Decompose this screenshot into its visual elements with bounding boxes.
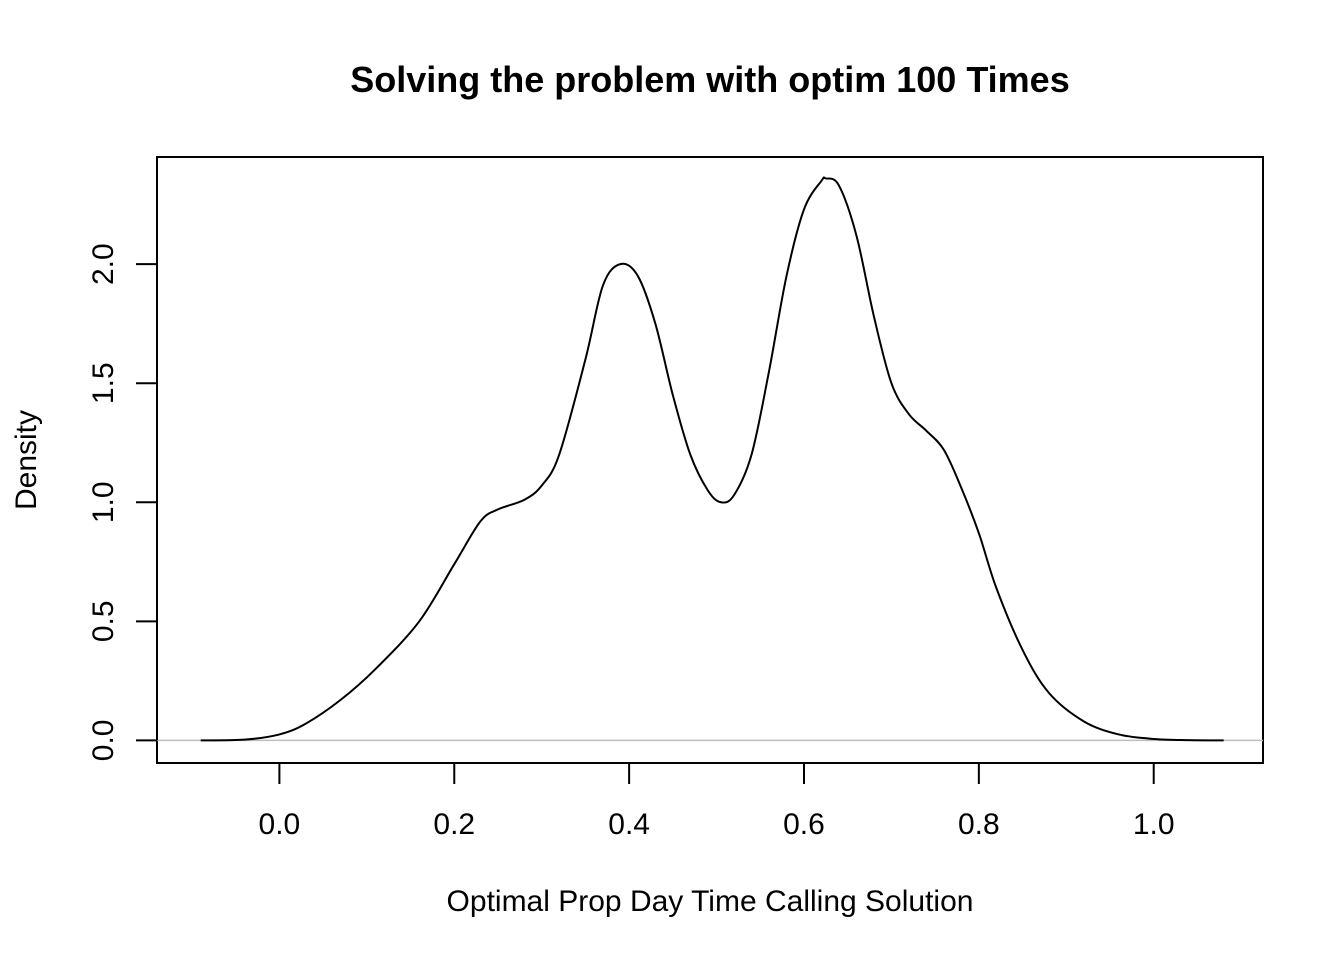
y-tick-label: 0.0: [87, 720, 120, 762]
x-axis-label: Optimal Prop Day Time Calling Solution: [447, 885, 974, 918]
x-tick-label: 0.0: [259, 808, 301, 841]
y-tick-label: 1.0: [87, 481, 120, 523]
x-tick-label: 1.0: [1133, 808, 1175, 841]
x-tick-label: 0.6: [783, 808, 825, 841]
y-tick-label: 1.5: [87, 362, 120, 404]
plot-frame: [156, 156, 1264, 764]
density-line: [200, 176, 1224, 742]
x-tick-label: 0.2: [433, 808, 475, 841]
y-axis: 0.0 0.5 1.0 1.5 2.0: [87, 243, 158, 762]
x-tick-label: 0.4: [608, 808, 650, 841]
x-axis: 0.0 0.2 0.4 0.6 0.8 1.0: [259, 762, 1175, 841]
y-axis-label: Density: [10, 410, 43, 510]
x-tick-label: 0.8: [958, 808, 1000, 841]
y-tick-label: 2.0: [87, 243, 120, 285]
chart-title: Solving the problem with optim 100 Times: [350, 59, 1069, 100]
y-tick-label: 0.5: [87, 600, 120, 642]
